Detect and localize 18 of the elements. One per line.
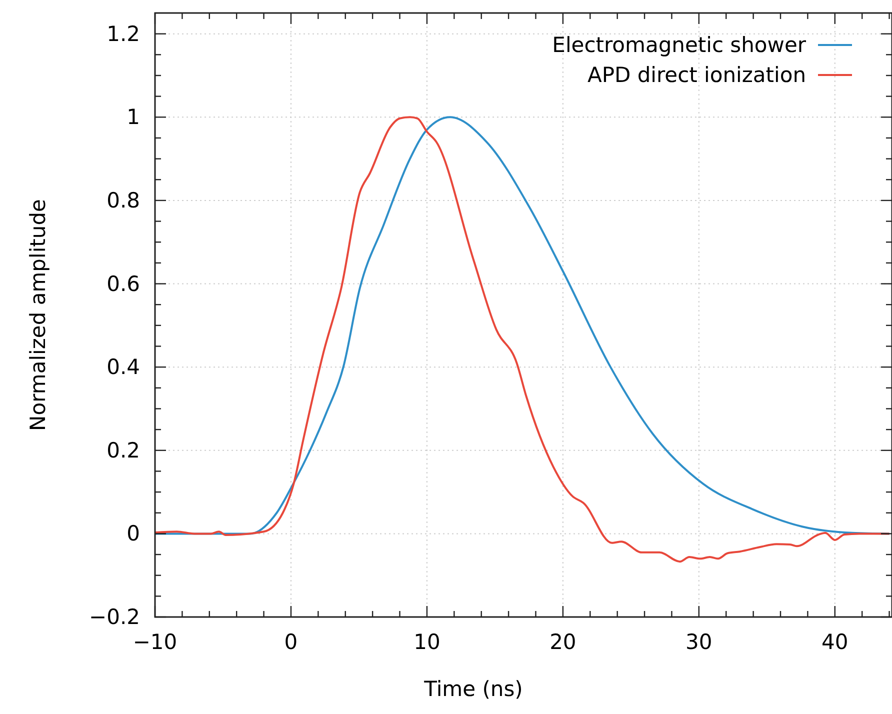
x-tick-label: 40 — [822, 630, 848, 654]
legend-label: APD direct ionization — [587, 63, 806, 87]
x-tick-label: −10 — [132, 630, 178, 654]
x-tick-label: 30 — [686, 630, 712, 654]
y-tick-label: 1.2 — [106, 22, 140, 46]
y-tick-label: 0 — [126, 522, 140, 546]
y-tick-label: 0.2 — [106, 438, 140, 462]
y-tick-label: 0.8 — [106, 188, 140, 212]
x-tick-label: 20 — [550, 630, 576, 654]
x-tick-label: 0 — [284, 630, 298, 654]
y-tick-label: −0.2 — [89, 605, 140, 629]
legend-label: Electromagnetic shower — [552, 33, 806, 57]
x-axis-title: Time (ns) — [423, 677, 523, 701]
y-tick-label: 0.4 — [106, 355, 140, 380]
y-axis-title: Normalized amplitude — [26, 199, 50, 431]
x-tick-label: 10 — [414, 630, 440, 654]
y-tick-label: 1 — [126, 105, 140, 130]
y-tick-label: 0.6 — [106, 272, 140, 296]
